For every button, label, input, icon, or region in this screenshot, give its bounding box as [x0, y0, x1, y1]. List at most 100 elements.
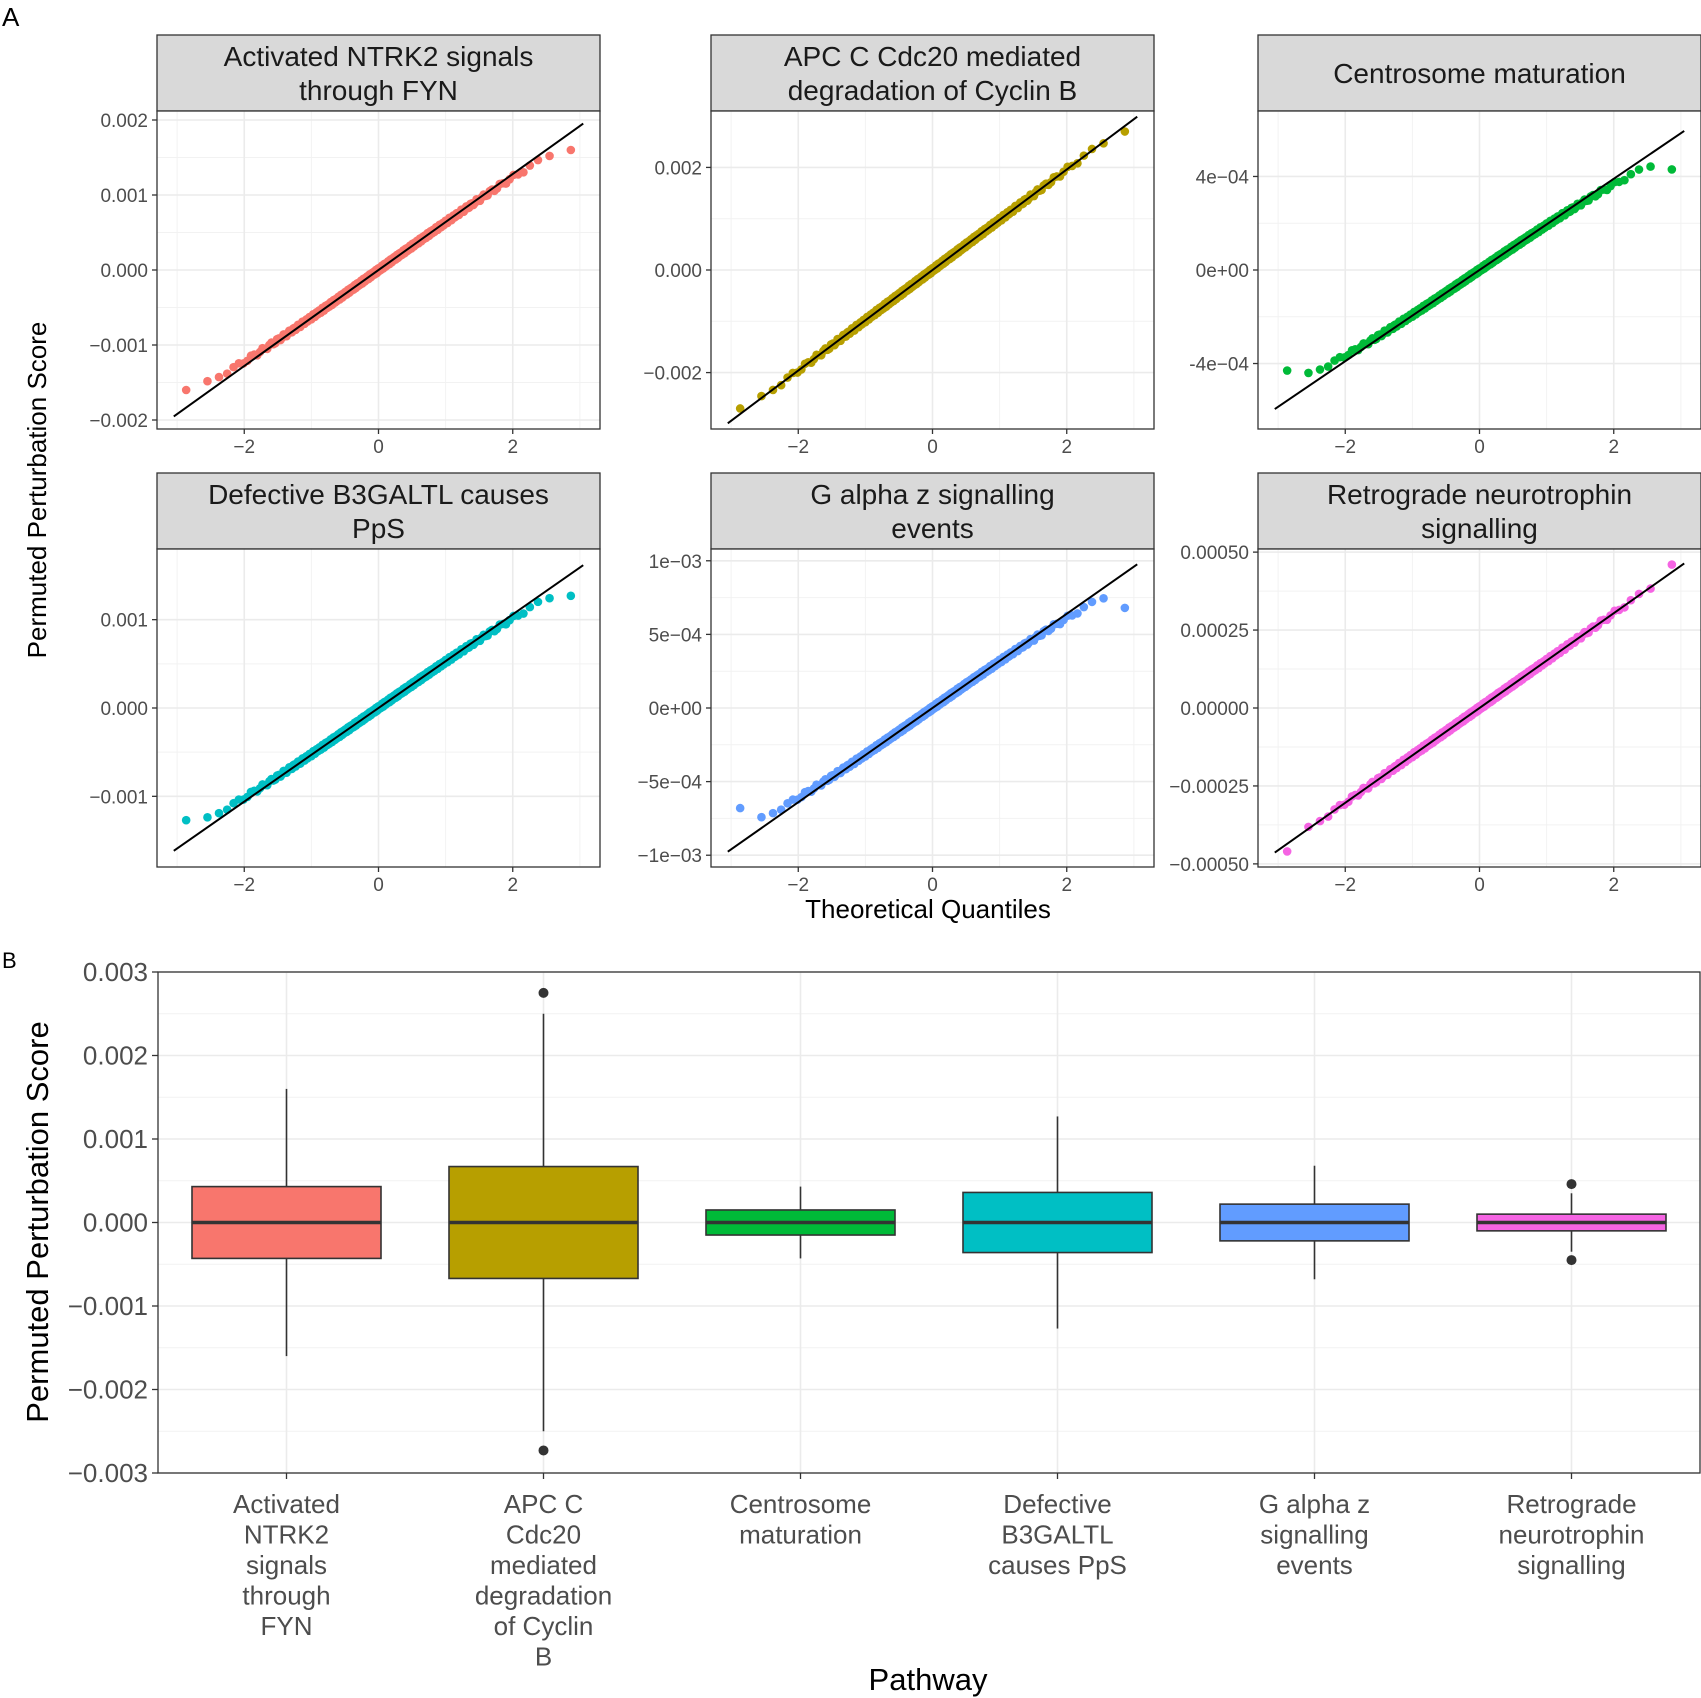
y-tick-label: 0.000	[83, 1208, 148, 1238]
x-tick-label: Defective	[1003, 1489, 1111, 1519]
x-tick-label: B3GALTL	[1001, 1520, 1113, 1550]
x-tick-label: signalling	[1260, 1520, 1368, 1550]
facet-title: Defective B3GALTL causes	[208, 479, 549, 510]
qq-point	[1282, 366, 1292, 375]
y-tick-label: 0.00050	[1180, 543, 1249, 564]
qq-point	[735, 404, 745, 413]
x-tick-label: through	[242, 1581, 330, 1611]
outlier-point	[1566, 1179, 1577, 1190]
facet-title: G alpha z signalling	[810, 479, 1054, 510]
y-tick-label: 0.000	[654, 261, 702, 282]
x-tick-label: neurotrophin	[1499, 1520, 1645, 1550]
qq-point	[1120, 127, 1130, 136]
x-tick-label: mediated	[490, 1550, 597, 1580]
qq-point	[203, 813, 212, 822]
x-tick-label: 0	[1474, 437, 1485, 458]
y-tick-label: −0.003	[68, 1458, 148, 1488]
x-axis-title: Theoretical Quantiles	[805, 894, 1051, 924]
y-tick-label: 0e+00	[1196, 261, 1249, 282]
qq-point	[566, 145, 576, 155]
panel-label-b: B	[2, 948, 17, 973]
qq-point	[1073, 158, 1082, 168]
qq-reference-line	[1274, 130, 1685, 410]
qq-point	[519, 167, 528, 177]
y-tick-label: 0.002	[654, 158, 702, 179]
facet-strip	[156, 34, 601, 112]
qq-point	[181, 815, 191, 825]
qq-point	[1634, 165, 1644, 174]
x-axis-title: Pathway	[869, 1662, 988, 1697]
x-tick-label: Activated	[233, 1489, 340, 1519]
outlier-point	[538, 1445, 549, 1456]
x-tick-label: of Cyclin	[494, 1611, 594, 1641]
qq-reference-line	[173, 122, 584, 418]
x-tick-label: signalling	[1517, 1550, 1625, 1580]
y-tick-label: −0.002	[68, 1375, 148, 1405]
qq-point	[545, 593, 554, 603]
qq-point	[545, 151, 554, 161]
y-tick-label: −0.002	[89, 411, 148, 432]
x-tick-label: 2	[1061, 875, 1072, 896]
x-tick-label: 0	[373, 437, 384, 458]
x-tick-label: −2	[1334, 875, 1356, 896]
facet-title: PpS	[352, 513, 405, 544]
qq-point	[1667, 165, 1677, 174]
x-tick-label: −2	[787, 875, 809, 896]
y-tick-label: −0.001	[68, 1291, 148, 1321]
y-tick-label: 0.001	[100, 611, 148, 632]
panel-label-a: A	[2, 2, 20, 32]
qq-point	[1646, 162, 1655, 171]
qq-point	[1620, 175, 1629, 185]
qq-point	[214, 372, 224, 382]
qq-point	[1099, 594, 1108, 603]
y-tick-label: 0.001	[100, 186, 148, 207]
qq-point	[1315, 365, 1325, 374]
x-tick-label: 2	[1608, 875, 1619, 896]
qq-reference-line	[727, 563, 1138, 853]
qq-point	[1073, 609, 1082, 618]
y-tick-label: 0.002	[83, 1041, 148, 1071]
facet-strip	[1257, 34, 1701, 112]
y-tick-label: −5e−04	[638, 773, 703, 794]
x-tick-label: −2	[233, 437, 255, 458]
x-tick-label: −2	[787, 437, 809, 458]
facet-title: Activated NTRK2 signals	[224, 41, 534, 72]
qq-point	[1304, 368, 1313, 378]
qq-point	[1667, 560, 1677, 569]
x-tick-label: B	[535, 1642, 552, 1672]
qq-facet: Centrosome maturation -4e−04 0e+00 4e−04 −2 0…	[1189, 34, 1701, 458]
x-tick-label: −2	[233, 875, 255, 896]
facet-title: Centrosome maturation	[1333, 58, 1626, 89]
y-tick-label: -4e−04	[1189, 355, 1249, 376]
y-tick-label: 0.001	[83, 1124, 148, 1154]
qq-reference-line	[1274, 562, 1685, 854]
qq-point	[566, 591, 576, 601]
x-tick-label: 2	[1608, 437, 1619, 458]
qq-point	[1282, 847, 1292, 856]
facet-title: degradation of Cyclin B	[788, 75, 1078, 106]
x-tick-label: APC C	[504, 1489, 583, 1519]
y-tick-label: −0.002	[643, 364, 702, 385]
y-tick-label: −1e−03	[638, 846, 702, 867]
x-tick-label: 2	[507, 437, 518, 458]
x-tick-label: maturation	[739, 1520, 862, 1550]
x-tick-label: Centrosome	[730, 1489, 872, 1519]
qq-reference-line	[727, 115, 1138, 425]
outlier-point	[538, 987, 549, 998]
facet-title: through FYN	[299, 75, 458, 106]
x-tick-label: Retrograde	[1506, 1489, 1636, 1519]
facet-title: APC C Cdc20 mediated	[784, 41, 1081, 72]
qq-point	[1079, 602, 1089, 612]
qq-point	[203, 376, 212, 386]
outlier-point	[1566, 1255, 1577, 1266]
qq-point	[757, 812, 766, 822]
qq-point	[757, 391, 766, 401]
